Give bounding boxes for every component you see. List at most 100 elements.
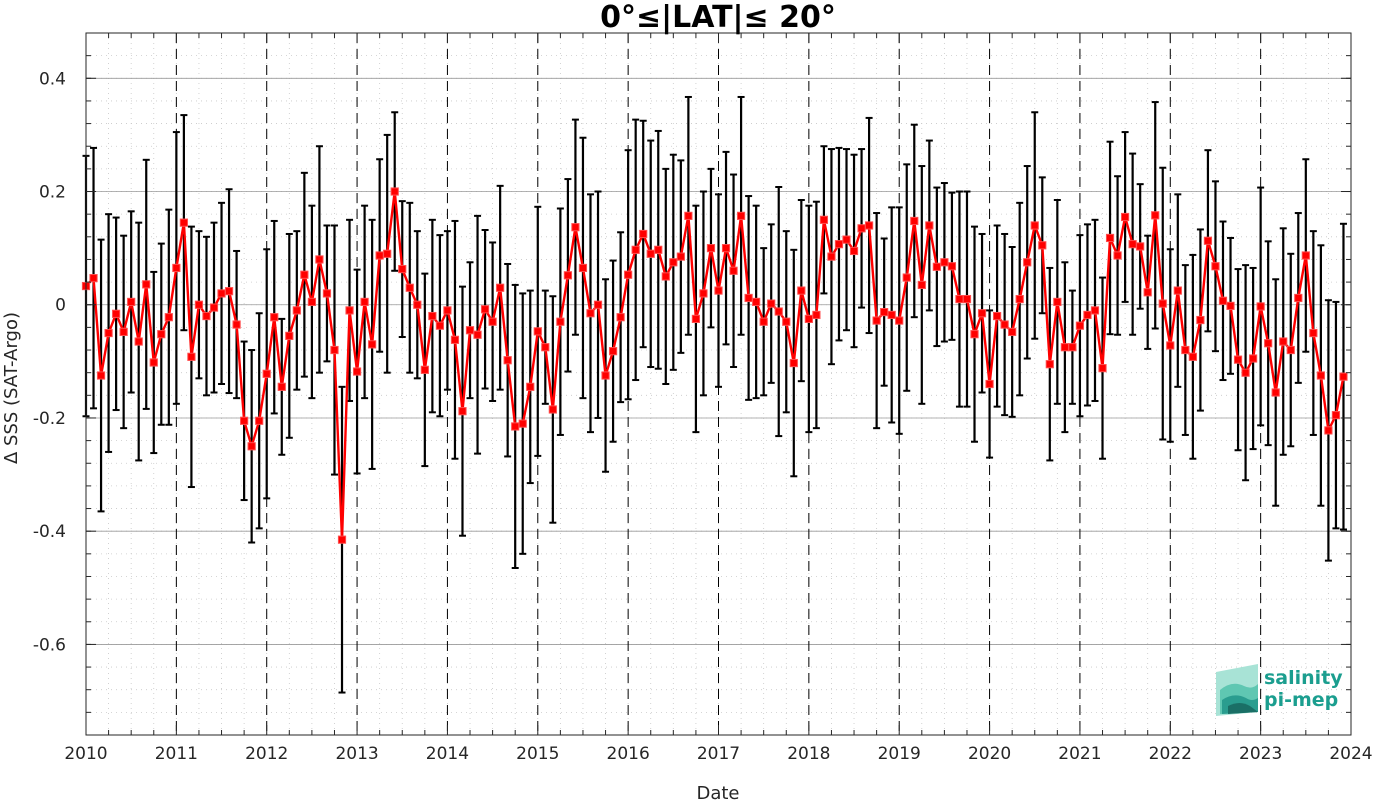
data-point	[465, 326, 475, 335]
data-point	[224, 287, 234, 296]
x-tick-label: 2018	[787, 744, 830, 764]
data-point	[277, 382, 286, 391]
data-point	[1053, 297, 1062, 307]
data-point	[977, 309, 987, 318]
data-point	[1279, 337, 1288, 346]
data-point	[1226, 301, 1235, 310]
data-point	[729, 266, 738, 275]
data-point	[1113, 251, 1122, 260]
data-point	[1023, 258, 1032, 267]
data-point	[134, 337, 143, 346]
data-point	[292, 306, 301, 315]
data-point	[270, 313, 279, 322]
x-tick-label: 2020	[968, 744, 1011, 764]
x-tick-label: 2010	[64, 744, 107, 764]
data-point	[631, 245, 640, 254]
data-point	[842, 235, 851, 244]
data-point	[488, 317, 497, 326]
data-point	[420, 365, 429, 374]
data-point	[307, 297, 316, 307]
x-tick-label: 2017	[697, 744, 740, 764]
data-point	[1128, 240, 1137, 249]
data-point	[1045, 360, 1054, 369]
data-point	[819, 215, 829, 224]
data-point	[240, 416, 249, 425]
data-point	[548, 405, 557, 414]
data-point	[360, 297, 369, 307]
data-point	[812, 310, 821, 320]
data-point	[895, 316, 904, 325]
data-point	[1339, 372, 1348, 381]
data-point	[864, 221, 874, 230]
data-point	[262, 369, 271, 378]
data-point	[706, 244, 716, 253]
y-tick-labels: 0.4 0.2 0 -0.2 -0.4 -0.6	[33, 69, 66, 655]
data-point	[413, 300, 422, 309]
data-point	[458, 407, 467, 416]
data-point	[834, 240, 844, 249]
data-point	[736, 211, 746, 220]
data-point	[1060, 343, 1069, 352]
data-point	[804, 314, 813, 323]
x-tick-label: 2013	[335, 744, 378, 764]
data-point	[1241, 368, 1250, 377]
data-point	[1158, 299, 1167, 308]
data-point	[172, 263, 181, 273]
data-point	[1098, 364, 1107, 373]
data-point	[1256, 302, 1265, 311]
data-point	[383, 249, 392, 258]
data-point	[962, 294, 972, 304]
data-point	[646, 249, 655, 258]
data-point	[1324, 426, 1333, 435]
x-tick-label: 2011	[155, 744, 198, 764]
data-point	[902, 273, 911, 282]
data-point	[96, 371, 106, 380]
data-point	[601, 371, 610, 380]
data-point	[337, 535, 347, 544]
data-point	[940, 258, 949, 267]
x-tick-label: 2022	[1149, 744, 1192, 764]
data-point	[104, 328, 113, 338]
data-point	[1143, 288, 1152, 297]
data-point	[503, 356, 512, 365]
data-point	[767, 299, 776, 308]
data-point	[654, 245, 663, 254]
data-point	[127, 297, 136, 307]
data-point	[179, 218, 188, 227]
y-tick-label: -0.6	[33, 635, 66, 655]
data-point	[1316, 371, 1325, 380]
data-point	[624, 270, 633, 279]
data-point	[164, 313, 173, 322]
y-tick-label: 0	[55, 296, 66, 316]
data-point	[827, 252, 836, 261]
y-axis-label: Δ SSS (SAT-Argo)	[1, 312, 22, 464]
data-point	[789, 358, 798, 368]
data-point	[925, 221, 934, 230]
data-point	[910, 216, 919, 226]
data-point	[1173, 286, 1182, 295]
logo-line2: pi-mep	[1264, 689, 1338, 711]
data-point	[202, 311, 211, 321]
data-point	[194, 300, 204, 309]
data-point	[1075, 321, 1085, 330]
data-point	[89, 274, 98, 283]
data-point	[684, 211, 693, 220]
data-point	[774, 307, 783, 316]
x-tick-label: 2014	[426, 744, 469, 764]
data-point	[993, 311, 1002, 321]
data-point	[217, 289, 226, 298]
data-point	[1083, 310, 1092, 320]
x-tick-label: 2019	[878, 744, 921, 764]
data-point	[1218, 296, 1228, 305]
data-point	[721, 244, 731, 253]
data-point	[119, 327, 128, 337]
data-point	[1264, 339, 1273, 348]
data-point	[450, 335, 460, 344]
data-point	[368, 340, 377, 349]
data-point	[375, 251, 384, 260]
data-point	[1151, 211, 1160, 220]
data-point	[473, 330, 482, 339]
data-point	[917, 280, 926, 290]
error-bars	[82, 95, 1347, 694]
data-point	[533, 327, 542, 336]
